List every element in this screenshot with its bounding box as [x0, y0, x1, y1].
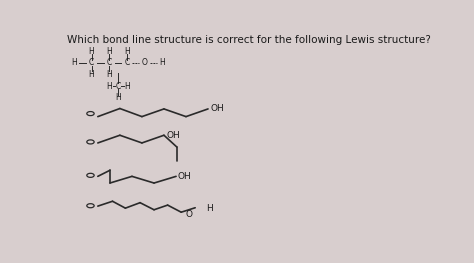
Text: H: H — [115, 93, 121, 102]
Text: C: C — [115, 82, 121, 91]
Text: OH: OH — [178, 172, 191, 181]
Text: O: O — [142, 58, 147, 67]
Text: C: C — [124, 58, 129, 67]
Text: H: H — [124, 82, 130, 91]
Text: C: C — [89, 58, 94, 67]
Text: H: H — [124, 47, 130, 56]
Text: OH: OH — [211, 104, 225, 113]
Text: H: H — [71, 58, 77, 67]
Text: H: H — [206, 204, 213, 213]
Text: Which bond line structure is correct for the following Lewis structure?: Which bond line structure is correct for… — [66, 35, 430, 45]
Text: H: H — [89, 47, 94, 56]
Text: H: H — [106, 82, 112, 91]
Text: OH: OH — [167, 131, 181, 140]
Text: H: H — [106, 47, 112, 56]
Text: H: H — [89, 70, 94, 79]
Text: H: H — [159, 58, 165, 67]
Text: C: C — [107, 58, 112, 67]
Text: O: O — [185, 210, 192, 219]
Text: H: H — [106, 70, 112, 79]
